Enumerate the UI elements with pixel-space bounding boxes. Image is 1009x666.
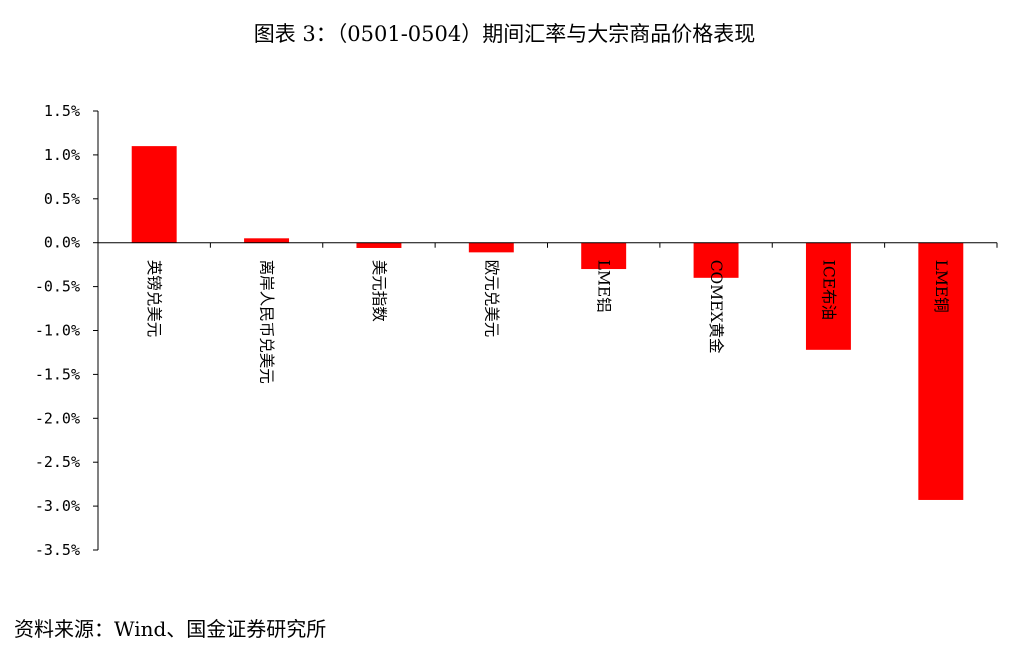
y-tick-label: -0.5% bbox=[35, 278, 80, 296]
bar bbox=[918, 242, 964, 500]
bar bbox=[468, 242, 514, 253]
category-label: COMEX黄金 bbox=[707, 260, 725, 354]
y-tick-label: -2.5% bbox=[35, 453, 80, 471]
y-tick-label: -3.0% bbox=[35, 497, 80, 515]
chart-title: 图表 3：（0501-0504）期间汇率与大宗商品价格表现 bbox=[253, 22, 756, 46]
bar bbox=[131, 146, 177, 243]
source-note: 资料来源：Wind、国金证券研究所 bbox=[14, 617, 327, 641]
category-label: 离岸人民币兑美元 bbox=[258, 260, 276, 384]
category-label: 英镑兑美元 bbox=[145, 260, 163, 338]
y-tick-label: -3.5% bbox=[35, 541, 80, 559]
bar bbox=[356, 242, 402, 248]
category-label: ICE布油 bbox=[819, 260, 837, 320]
category-label: 欧元兑美元 bbox=[482, 260, 500, 338]
x-axis-ticks bbox=[97, 242, 998, 248]
bar bbox=[244, 238, 290, 243]
bars bbox=[131, 146, 964, 500]
category-labels: 英镑兑美元 离岸人民币兑美元 美元指数 欧元兑美元 LME铝 COMEX黄金 ICE布油 LM… bbox=[145, 260, 950, 384]
bar bbox=[805, 242, 851, 350]
bar-chart: 1.5% 1.0% 0.5% 0.0% -0.5% -1.0% -1.5% -2.0% -2.5… bbox=[35, 102, 998, 559]
y-axis-ticks: 1.5% 1.0% 0.5% 0.0% -0.5% -1.0% -1.5% -2.0% -2.5… bbox=[35, 102, 98, 559]
y-tick-label: -2.0% bbox=[35, 409, 80, 427]
y-tick-label: -1.5% bbox=[35, 365, 80, 383]
y-tick-label: 1.5% bbox=[44, 102, 80, 120]
y-tick-label: -1.0% bbox=[35, 322, 80, 340]
y-tick-label: 0.0% bbox=[44, 234, 80, 252]
bar bbox=[581, 242, 627, 270]
bar bbox=[693, 242, 739, 278]
category-label: LME铝 bbox=[595, 260, 613, 313]
y-tick-label: 0.5% bbox=[44, 190, 80, 208]
category-label: 美元指数 bbox=[370, 260, 388, 323]
category-label: LME铜 bbox=[932, 260, 950, 313]
y-tick-label: 1.0% bbox=[44, 146, 80, 164]
